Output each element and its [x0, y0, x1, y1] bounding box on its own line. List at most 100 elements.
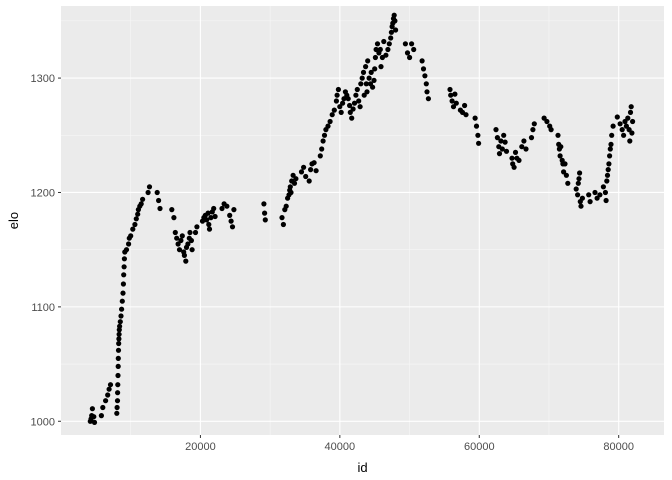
data-point: [366, 75, 372, 81]
data-point: [115, 347, 122, 353]
data-point: [115, 390, 121, 396]
data-point: [313, 168, 319, 174]
data-point: [607, 153, 613, 159]
data-point: [472, 115, 478, 121]
data-point: [388, 29, 394, 35]
data-point: [576, 176, 582, 182]
data-point: [512, 149, 519, 155]
y-tick-label: 1300: [31, 73, 55, 85]
data-point: [558, 144, 564, 150]
data-point: [447, 86, 453, 93]
data-point: [114, 410, 120, 416]
data-point: [509, 155, 515, 161]
data-point: [628, 104, 634, 110]
data-point: [157, 205, 163, 212]
data-point: [340, 100, 346, 106]
data-point: [133, 216, 139, 222]
data-point: [473, 123, 480, 129]
data-point: [420, 66, 427, 72]
data-point: [337, 104, 343, 110]
data-point: [392, 18, 398, 24]
data-point: [350, 106, 356, 112]
data-point: [327, 118, 333, 125]
data-point: [349, 115, 355, 121]
data-point: [424, 89, 430, 95]
data-point: [106, 386, 112, 392]
data-point: [341, 96, 347, 102]
data-point: [575, 192, 581, 198]
x-tick-label: 20000: [185, 441, 216, 453]
data-point: [563, 172, 570, 178]
data-point: [548, 127, 554, 133]
data-point: [116, 336, 122, 342]
data-point: [187, 229, 193, 236]
data-point: [128, 233, 134, 239]
data-point: [262, 217, 268, 223]
data-point: [154, 189, 160, 196]
data-point: [118, 313, 124, 319]
data-point: [262, 210, 268, 216]
data-point: [629, 130, 635, 136]
data-point: [288, 189, 294, 196]
data-point: [627, 138, 633, 144]
data-point: [354, 86, 360, 93]
data-point: [381, 38, 387, 45]
data-point: [219, 205, 225, 212]
data-point: [338, 109, 344, 115]
data-point: [91, 414, 97, 420]
data-point: [123, 247, 130, 253]
data-point: [319, 146, 325, 152]
data-point: [501, 132, 507, 138]
data-point: [605, 167, 611, 173]
data-point: [115, 363, 121, 369]
data-point: [100, 404, 106, 411]
data-point: [419, 58, 425, 64]
data-point: [156, 197, 162, 204]
data-point: [621, 132, 627, 138]
data-point: [372, 54, 378, 61]
data-point: [334, 92, 340, 98]
data-point: [579, 195, 586, 201]
data-point: [365, 58, 371, 64]
data-point: [519, 144, 525, 150]
data-point: [345, 96, 351, 102]
data-point: [116, 340, 122, 347]
data-point: [174, 235, 180, 241]
data-point: [586, 192, 592, 198]
data-point: [205, 210, 211, 216]
data-point: [192, 229, 199, 236]
data-point: [325, 123, 331, 129]
data-point: [135, 211, 141, 217]
data-point: [523, 146, 529, 152]
data-point: [126, 241, 132, 247]
data-point: [565, 180, 571, 186]
data-point: [411, 46, 417, 53]
data-point: [623, 123, 630, 129]
data-point: [179, 233, 185, 239]
data-point: [261, 201, 267, 207]
data-point: [107, 382, 114, 388]
data-point: [172, 229, 178, 236]
data-point: [138, 201, 144, 207]
y-axis-title: elo: [6, 212, 21, 229]
data-point: [189, 247, 195, 253]
data-point: [291, 180, 298, 186]
data-point: [604, 172, 611, 178]
data-point: [377, 46, 383, 53]
data-point: [619, 127, 625, 133]
data-point: [121, 272, 127, 278]
data-point: [409, 41, 415, 47]
data-point: [368, 69, 374, 75]
data-point: [183, 258, 189, 264]
data-point: [171, 215, 177, 221]
data-point: [475, 132, 481, 138]
data-point: [463, 112, 469, 118]
data-point: [320, 138, 326, 144]
data-point: [531, 121, 537, 127]
data-point: [603, 197, 609, 204]
data-point: [393, 27, 399, 33]
data-point: [496, 151, 503, 157]
x-tick-label: 80000: [603, 441, 634, 453]
data-point: [145, 189, 151, 196]
data-point: [169, 207, 175, 213]
